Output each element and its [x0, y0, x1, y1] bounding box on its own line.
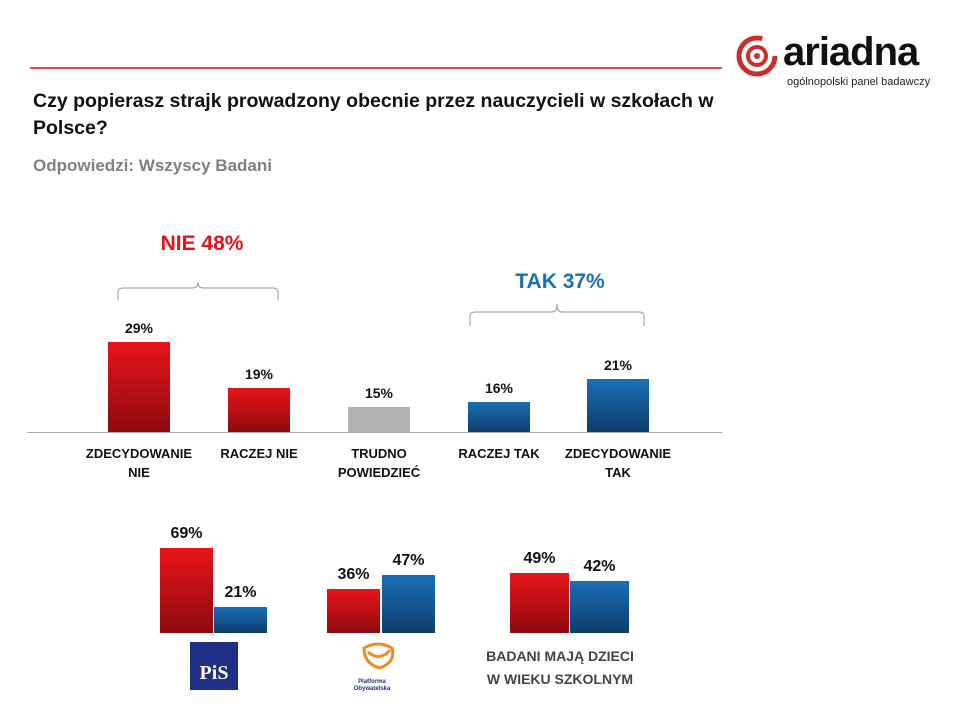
bar-5 — [587, 379, 649, 432]
group-label-nie: NIE 48% — [160, 232, 244, 255]
sub-value-label: 42% — [583, 558, 616, 576]
bar-1 — [108, 342, 170, 432]
sub-value-label: 47% — [392, 552, 425, 570]
header-divider — [30, 67, 722, 69]
group-label-tak: TAK 37% — [515, 270, 605, 293]
sub-value-label: 36% — [337, 565, 370, 583]
category-label: RACZEJ TAK — [458, 446, 540, 461]
value-label: 15% — [364, 384, 394, 401]
bracket-nie — [117, 281, 279, 300]
category-label: TRUDNO POWIEDZIEĆ — [337, 446, 421, 480]
sub-bar-nie-2 — [327, 588, 380, 633]
x-axis-line — [27, 432, 722, 433]
bar-3 — [348, 406, 410, 432]
category-label: ZDECYDOWANIE TAK — [564, 446, 672, 480]
logo-text: ariadna — [783, 30, 919, 74]
po-logo-text: Platforma Obywatelska — [353, 679, 391, 692]
sub-value-label: 49% — [523, 549, 556, 567]
po-logo: Platforma Obywatelska — [352, 642, 402, 692]
value-label: 21% — [603, 357, 633, 374]
pis-logo-text: PiS — [199, 662, 229, 684]
pis-logo: PiS — [190, 642, 238, 690]
sub-bar-nie-1 — [160, 548, 213, 633]
sub-value-label: 21% — [224, 584, 257, 602]
logo-subtitle: ogólnopolski panel badawczy — [787, 76, 931, 88]
bracket-tak — [469, 303, 645, 326]
page-title: Czy popierasz strajk prowadzony obecnie … — [33, 90, 714, 139]
bar-2 — [228, 388, 290, 432]
value-label: 19% — [244, 366, 274, 383]
sub-bar-tak-1 — [214, 607, 267, 633]
page-subtitle: Odpowiedzi: Wszyscy Badani — [33, 156, 272, 175]
sub-bar-nie-3 — [510, 572, 569, 633]
sub-value-label: 69% — [170, 525, 203, 543]
category-label: ZDECYDOWANIE NIE — [85, 446, 193, 480]
kids-label: BADANI MAJĄ DZIECI W WIEKU SZKOLNYM — [486, 648, 634, 687]
ariadna-logo-icon — [735, 34, 779, 83]
category-label: RACZEJ NIE — [220, 446, 298, 461]
bar-4 — [468, 402, 530, 432]
value-label: 29% — [124, 320, 154, 337]
value-label: 16% — [484, 380, 514, 397]
sub-bar-tak-2 — [382, 575, 435, 633]
sub-bar-tak-3 — [570, 581, 629, 633]
